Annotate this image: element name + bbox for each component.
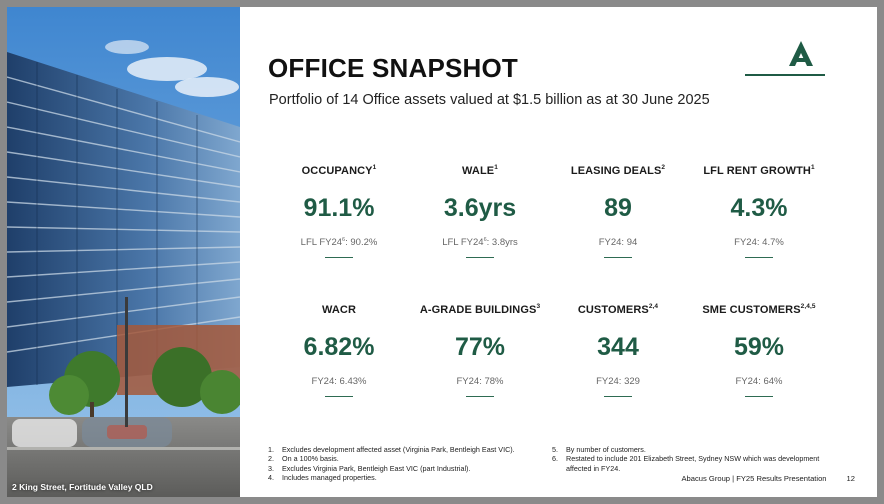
metric-label: SME CUSTOMERS2,4,5: [702, 303, 816, 316]
footnote-item: 1. Excludes development affected asset (V…: [268, 445, 515, 454]
metric-prior-value: LFL FY246: 90.2%: [300, 237, 378, 248]
metric-divider: [745, 396, 773, 397]
page-number: 12: [846, 474, 855, 483]
metric-label: OCCUPANCY1: [301, 164, 377, 177]
page-subtitle: Portfolio of 14 Office assets valued at …: [269, 92, 710, 108]
footnote-item: 5. By number of customers.: [552, 445, 646, 454]
metric-divider: [466, 257, 494, 258]
metric-value: 4.3%: [730, 194, 788, 222]
footnote-ref: 2: [661, 164, 666, 171]
footer-presentation-name: Abacus Group | FY25 Results Presentation: [681, 474, 827, 483]
footnote-item: 2. On a 100% basis.: [268, 454, 339, 464]
building-photo: 2 King Street, Fortitude Valley QLD: [7, 7, 240, 497]
footnotes-left: 1. Excludes development affected asset (V…: [268, 445, 538, 483]
footnotes-right: 5. By number of customers. 6. Restated to i…: [552, 445, 832, 473]
building-illustration: [7, 7, 240, 497]
footnote-ref: 1: [494, 164, 498, 171]
footnote-ref: 1: [810, 164, 815, 171]
metric-label: WACR: [321, 304, 356, 316]
metric-prior-value: FY24: 64%: [735, 376, 783, 387]
footnote-item: 3. Excludes Virginia Park, Bentleigh East…: [268, 463, 471, 473]
metric-prior-value: FY24: 94: [598, 237, 638, 248]
metric-divider: [325, 396, 353, 397]
metric-tile: WALE1 3.6yrs LFL FY246: 3.8yrs: [410, 164, 550, 258]
metric-divider: [604, 257, 632, 258]
metric-value: 344: [597, 333, 639, 361]
metric-prior-value: FY24: 329: [596, 376, 640, 387]
metric-label: WALE1: [462, 164, 498, 177]
metric-value: 91.1%: [303, 194, 375, 222]
metric-prior-value: FY24: 6.43%: [311, 376, 367, 387]
metric-divider: [745, 257, 773, 258]
metric-prior-value: FY24: 4.7%: [734, 237, 784, 248]
metric-divider: [325, 257, 353, 258]
footnote-ref: 2,4,5: [800, 303, 816, 310]
metric-label: A-GRADE BUILDINGS3: [419, 303, 541, 316]
metric-tile: A-GRADE BUILDINGS3 77% FY24: 78%: [410, 303, 550, 397]
metric-tile: OCCUPANCY1 91.1% LFL FY246: 90.2%: [269, 164, 409, 258]
metric-prior-value: FY24: 78%: [456, 376, 504, 387]
metric-value: 89: [604, 194, 632, 222]
logo-underline: [745, 74, 825, 76]
footnote-item: 4. Includes managed properties.: [268, 473, 377, 483]
abacus-a-logo-icon: [789, 41, 813, 66]
metric-divider: [604, 396, 632, 397]
metric-prior-value: LFL FY246: 3.8yrs: [442, 237, 518, 248]
metric-value: 77%: [454, 333, 506, 361]
page-title: OFFICE SNAPSHOT: [268, 53, 519, 83]
metric-value: 59%: [733, 333, 785, 361]
metric-divider: [466, 396, 494, 397]
metric-label: LEASING DEALS2: [570, 164, 666, 177]
footnote-ref: 3: [536, 303, 541, 310]
metric-tile: LEASING DEALS2 89 FY24: 94: [548, 164, 688, 258]
metric-label: CUSTOMERS2,4: [577, 303, 659, 316]
footnote-ref: 1: [372, 164, 377, 171]
metric-tile: SME CUSTOMERS2,4,5 59% FY24: 64%: [689, 303, 829, 397]
photo-caption: 2 King Street, Fortitude Valley QLD: [12, 482, 153, 492]
footnote-ref: 2,4: [648, 303, 659, 310]
slide: 2 King Street, Fortitude Valley QLD OFFI…: [7, 7, 877, 497]
metric-tile: CUSTOMERS2,4 344 FY24: 329: [548, 303, 688, 397]
metric-tile: WACR 6.82% FY24: 6.43%: [269, 303, 409, 397]
metric-value: 3.6yrs: [443, 194, 517, 222]
footer: Abacus Group | FY25 Results Presentation…: [681, 474, 855, 483]
metric-value: 6.82%: [303, 333, 375, 361]
metric-tile: LFL RENT GROWTH1 4.3% FY24: 4.7%: [689, 164, 829, 258]
metric-label: LFL RENT GROWTH1: [703, 164, 815, 177]
footnote-item: 6. Restated to include 201 Elizabeth Stre…: [552, 454, 820, 473]
